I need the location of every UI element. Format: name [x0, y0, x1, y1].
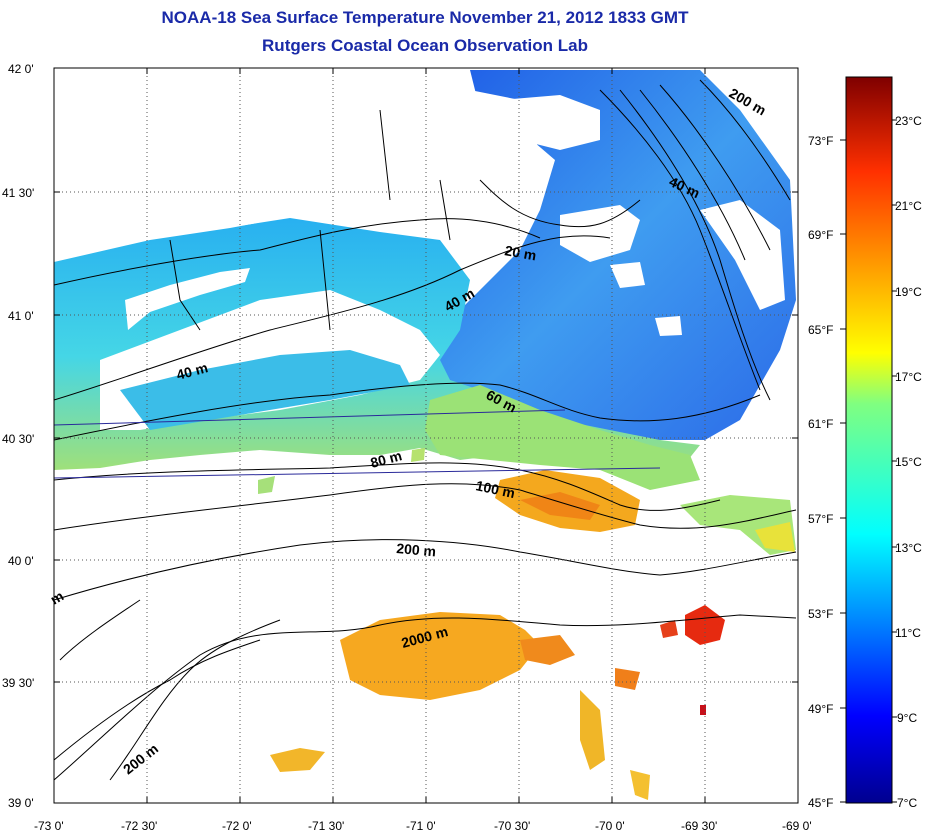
depth-label: 20 m [503, 242, 537, 263]
depth-label: 80 m [369, 447, 404, 471]
map-subtitle: Rutgers Coastal Ocean Observation Lab [262, 36, 588, 55]
celsius-label: 19°C [895, 285, 922, 299]
colorbar-ticks [840, 119, 897, 803]
lon-tick: -70 30' [494, 819, 530, 833]
map-title: NOAA-18 Sea Surface Temperature November… [161, 8, 689, 27]
colorbar [845, 76, 893, 804]
lat-tick: 42 0' [8, 62, 34, 76]
fahrenheit-label: 61°F [808, 417, 833, 431]
fahrenheit-label: 57°F [808, 512, 833, 526]
lon-tick: -73 0' [34, 819, 64, 833]
fahrenheit-label: 53°F [808, 607, 833, 621]
depth-label: 40 m [175, 359, 210, 383]
shipping-lanes [53, 409, 661, 479]
celsius-label: 21°C [895, 199, 922, 213]
lat-tick: 41 30' [2, 186, 34, 200]
lon-tick: -71 0' [406, 819, 436, 833]
lon-tick-labels: -73 0' -72 30' -72 0' -71 30' -71 0' -70… [34, 819, 812, 833]
lat-tick: 40 30' [2, 432, 34, 446]
celsius-label: 17°C [895, 370, 922, 384]
lon-tick: -71 30' [308, 819, 344, 833]
celsius-label: 13°C [895, 541, 922, 555]
colorbar-celsius-labels: 23°C 21°C 19°C 17°C 15°C 13°C 11°C 9°C 7… [895, 114, 922, 810]
lon-tick: -72 0' [222, 819, 252, 833]
colorbar-fahrenheit-labels: 73°F 69°F 65°F 61°F 57°F 53°F 49°F 45°F [808, 134, 833, 810]
fahrenheit-label: 69°F [808, 228, 833, 242]
celsius-label: 7°C [897, 796, 917, 810]
fahrenheit-label: 49°F [808, 702, 833, 716]
lat-tick: 40 0' [8, 554, 34, 568]
lat-tick: 39 30' [2, 676, 34, 690]
celsius-label: 15°C [895, 455, 922, 469]
lon-tick: -69 0' [782, 819, 812, 833]
lat-tick-labels: 42 0' 41 30' 41 0' 40 30' 40 0' 39 30' 3… [2, 62, 34, 810]
fahrenheit-label: 65°F [808, 323, 833, 337]
lat-tick: 39 0' [8, 796, 34, 810]
celsius-label: 9°C [897, 711, 917, 725]
fahrenheit-label: 73°F [808, 134, 833, 148]
bathymetry-contours [53, 79, 797, 781]
celsius-label: 23°C [895, 114, 922, 128]
lon-tick: -69 30' [681, 819, 717, 833]
lon-tick: -72 30' [121, 819, 157, 833]
lon-tick: -70 0' [595, 819, 625, 833]
lat-tick: 41 0' [8, 309, 34, 323]
celsius-label: 11°C [895, 626, 921, 640]
frame-ticks [53, 68, 798, 803]
fahrenheit-label: 45°F [808, 796, 833, 810]
graticule [54, 68, 798, 803]
